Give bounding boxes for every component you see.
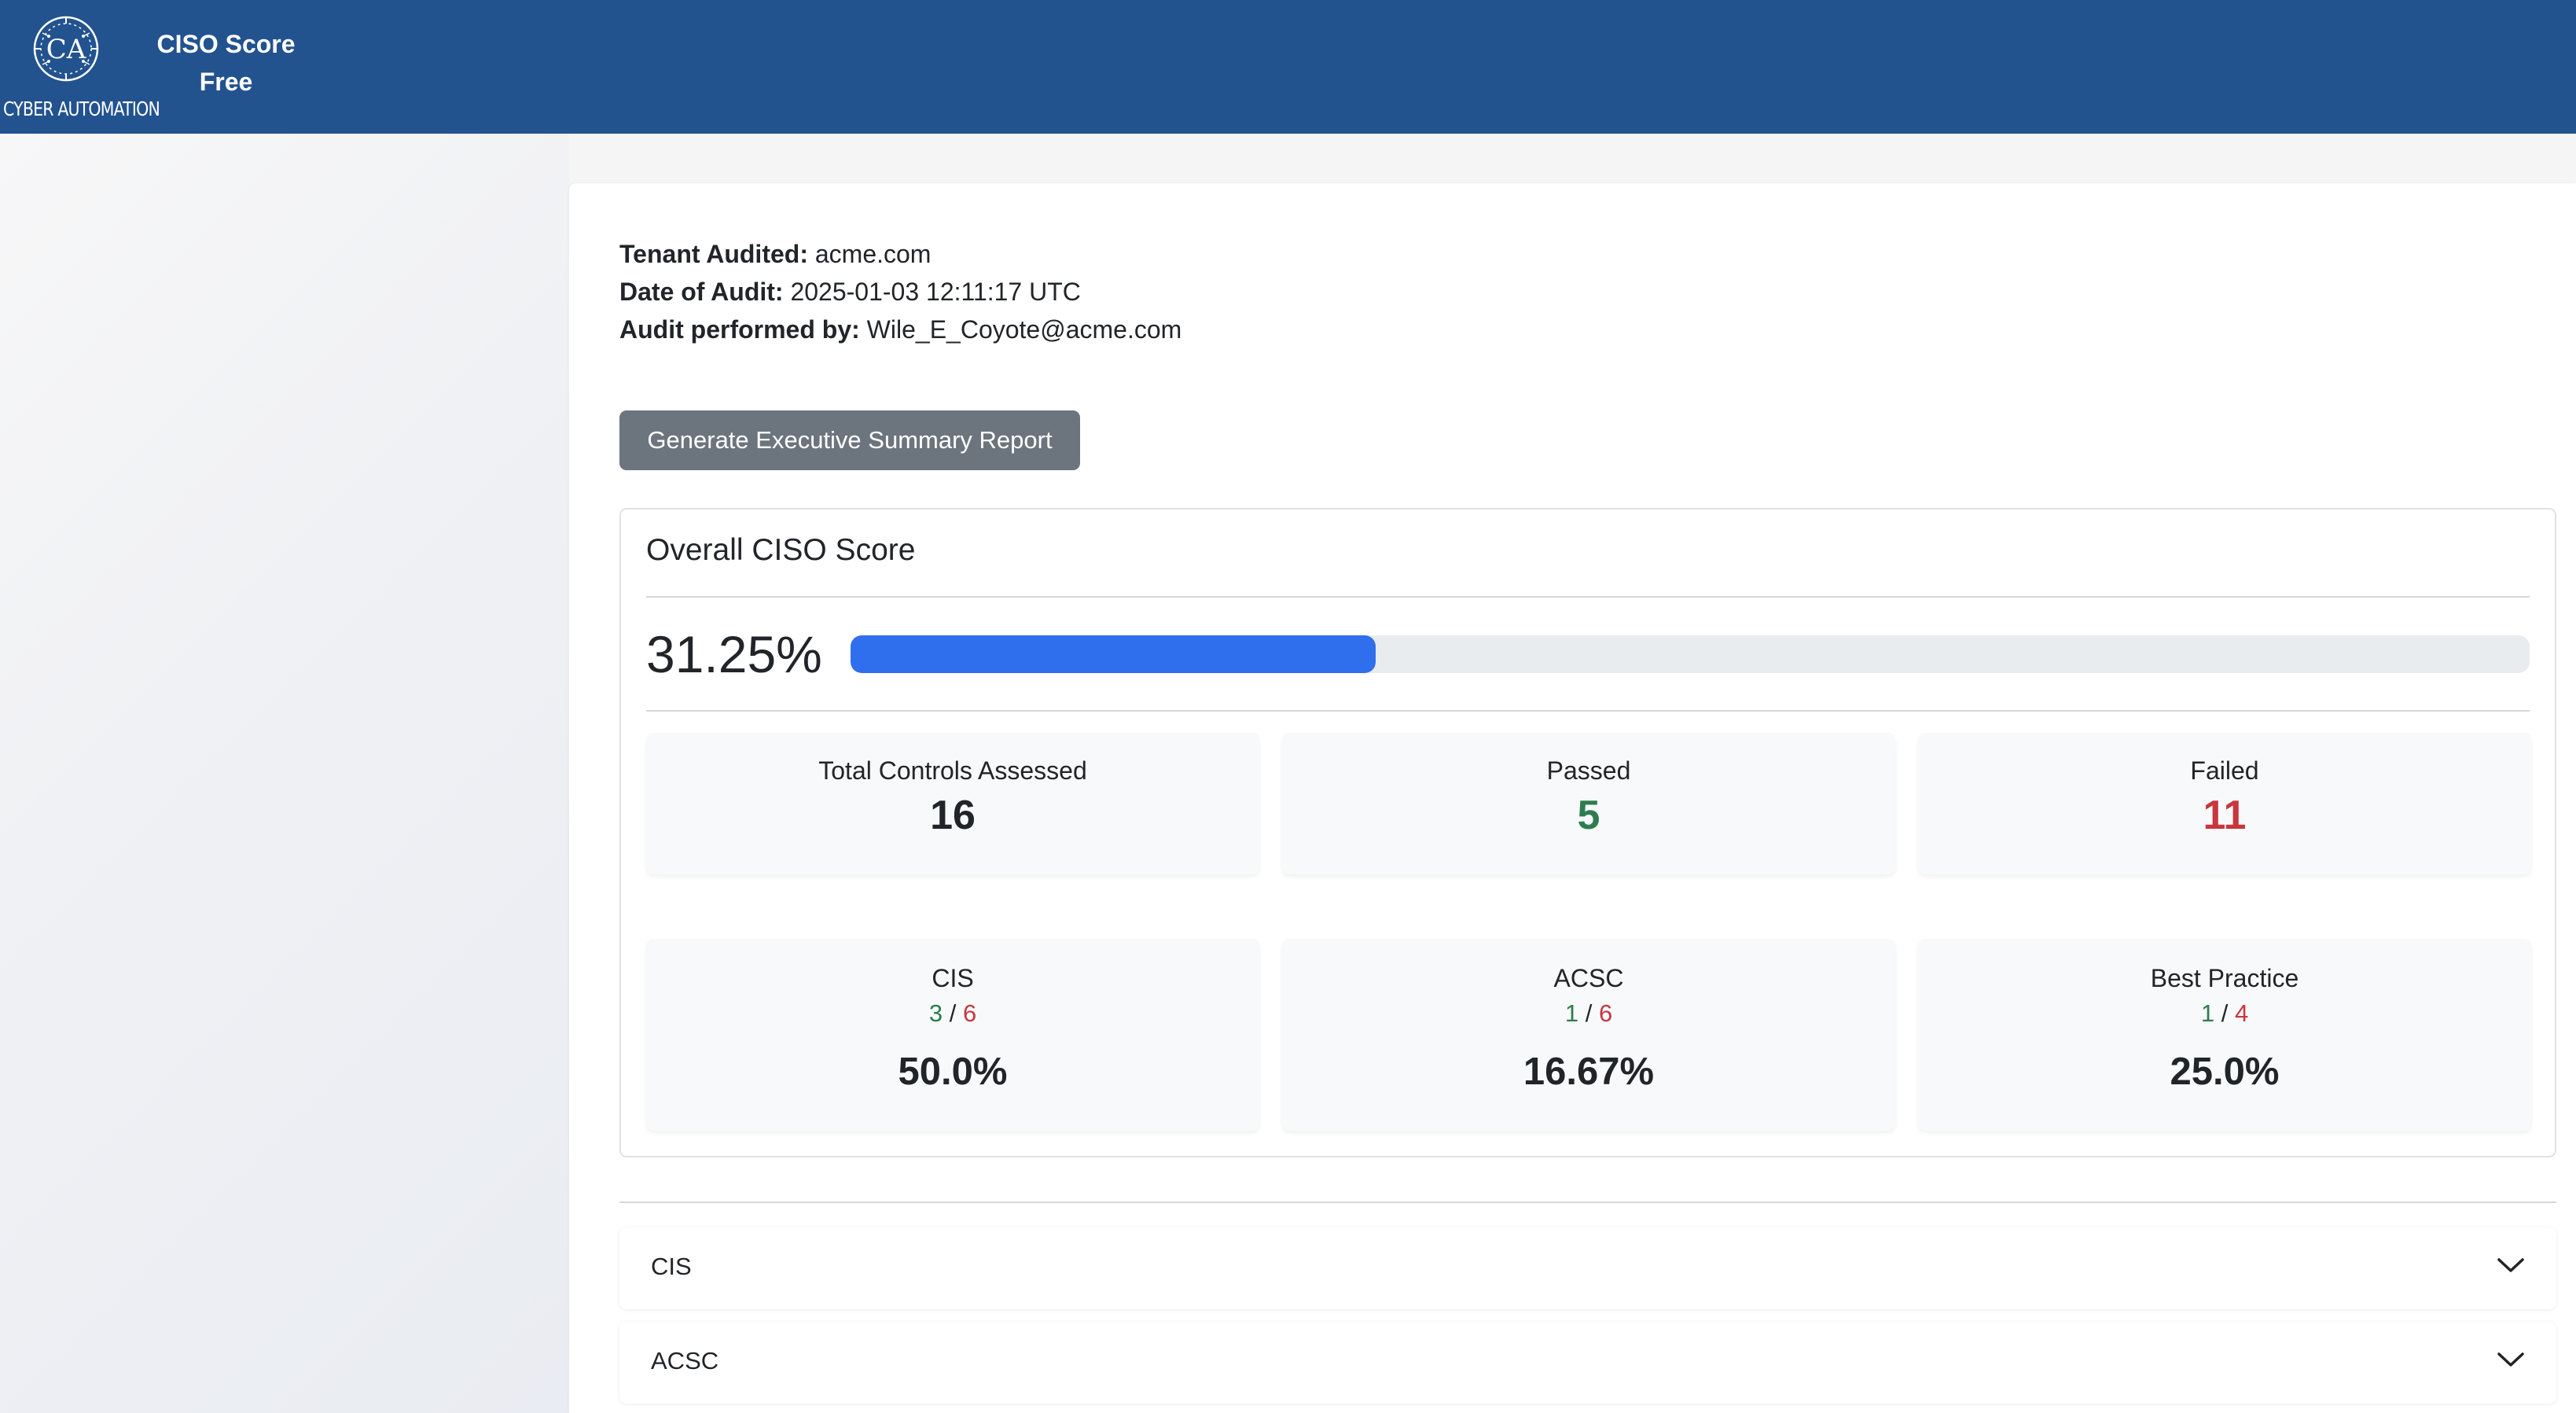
- failed-card: Failed 11: [1918, 733, 2531, 874]
- audit-performer-row: Audit performed by: Wile_E_Coyote@acme.c…: [619, 311, 1181, 348]
- overall-score-card: Overall CISO Score 31.25% Total Controls…: [619, 508, 2556, 1157]
- divider: [619, 1201, 2556, 1203]
- progress-bar-fill: [851, 635, 1376, 673]
- total-controls-card: Total Controls Assessed 16: [646, 733, 1259, 874]
- tenant-label: Tenant Audited:: [619, 240, 808, 268]
- framework-card-best-practice: Best Practice 1 / 4 25.0%: [1918, 939, 2531, 1131]
- ratio-separator: /: [1585, 999, 1593, 1027]
- framework-total-count: 6: [1598, 999, 1613, 1027]
- total-controls-label: Total Controls Assessed: [818, 756, 1087, 785]
- app-brand: CISO Score Free: [141, 25, 311, 101]
- framework-name: Best Practice: [2150, 964, 2299, 992]
- chevron-down-icon[interactable]: [2497, 1350, 2525, 1369]
- svg-text:CA: CA: [46, 34, 86, 65]
- framework-percent: 16.67%: [1523, 1051, 1655, 1093]
- overall-score-percent: 31.25%: [646, 625, 822, 683]
- framework-card-cis: CIS 3 / 6 50.0%: [646, 939, 1259, 1131]
- passed-label: Passed: [1546, 756, 1631, 785]
- brand-plan: Free: [199, 68, 253, 96]
- audit-date-row: Date of Audit: 2025-01-03 12:11:17 UTC: [619, 273, 1181, 311]
- framework-ratio: 3 / 6: [646, 999, 1259, 1028]
- main-content: Tenant Audited: acme.com Date of Audit: …: [569, 183, 2576, 1413]
- divider: [646, 596, 2530, 598]
- framework-percent: 25.0%: [2170, 1051, 2280, 1093]
- divider: [646, 710, 2530, 712]
- passed-value: 5: [1577, 793, 1600, 838]
- overall-score-progress-bar: [851, 635, 2530, 673]
- framework-name: ACSC: [1553, 964, 1624, 992]
- overall-score-title: Overall CISO Score: [646, 533, 916, 567]
- audit-metadata: Tenant Audited: acme.com Date of Audit: …: [619, 235, 1181, 348]
- framework-passed-count: 1: [1564, 999, 1579, 1027]
- passed-card: Passed 5: [1282, 733, 1895, 874]
- framework-total-count: 4: [2234, 999, 2249, 1027]
- framework-percent: 50.0%: [898, 1051, 1008, 1093]
- tenant-row: Tenant Audited: acme.com: [619, 235, 1181, 273]
- framework-ratio: 1 / 6: [1282, 999, 1895, 1028]
- framework-card-acsc: ACSC 1 / 6 16.67%: [1282, 939, 1895, 1131]
- ratio-separator: /: [949, 999, 957, 1027]
- generate-executive-summary-button[interactable]: Generate Executive Summary Report: [619, 410, 1080, 470]
- cyber-automation-logo[interactable]: CA CYBER AUTOMATION: [3, 5, 160, 123]
- failed-value: 11: [2203, 793, 2247, 838]
- framework-ratio: 1 / 4: [1918, 999, 2531, 1028]
- left-sidebar: [0, 134, 569, 1413]
- total-controls-value: 16: [930, 793, 976, 838]
- audit-date-label: Date of Audit:: [619, 278, 784, 306]
- framework-name: CIS: [932, 964, 974, 992]
- brand-title: CISO Score: [156, 30, 296, 58]
- ratio-separator: /: [2221, 999, 2229, 1027]
- top-navbar: CA CYBER AUTOMATION CISO Score Free: [0, 0, 2576, 134]
- accordion-acsc[interactable]: ACSC: [619, 1322, 2556, 1404]
- accordion-label: CIS: [651, 1253, 692, 1280]
- accordion-label: ACSC: [651, 1347, 719, 1374]
- framework-passed-count: 3: [928, 999, 943, 1027]
- logo-emblem-icon: CA: [33, 16, 99, 82]
- framework-total-count: 6: [962, 999, 977, 1027]
- audit-performer-value: Wile_E_Coyote@acme.com: [866, 315, 1182, 344]
- accordion-cis[interactable]: CIS: [619, 1227, 2556, 1309]
- logo-text: CYBER AUTOMATION: [3, 98, 160, 120]
- framework-passed-count: 1: [2200, 999, 2215, 1027]
- failed-label: Failed: [2190, 756, 2259, 785]
- tenant-value: acme.com: [814, 240, 932, 268]
- audit-performer-label: Audit performed by:: [619, 315, 860, 344]
- audit-date-value: 2025-01-03 12:11:17 UTC: [790, 278, 1081, 306]
- chevron-down-icon[interactable]: [2497, 1256, 2525, 1275]
